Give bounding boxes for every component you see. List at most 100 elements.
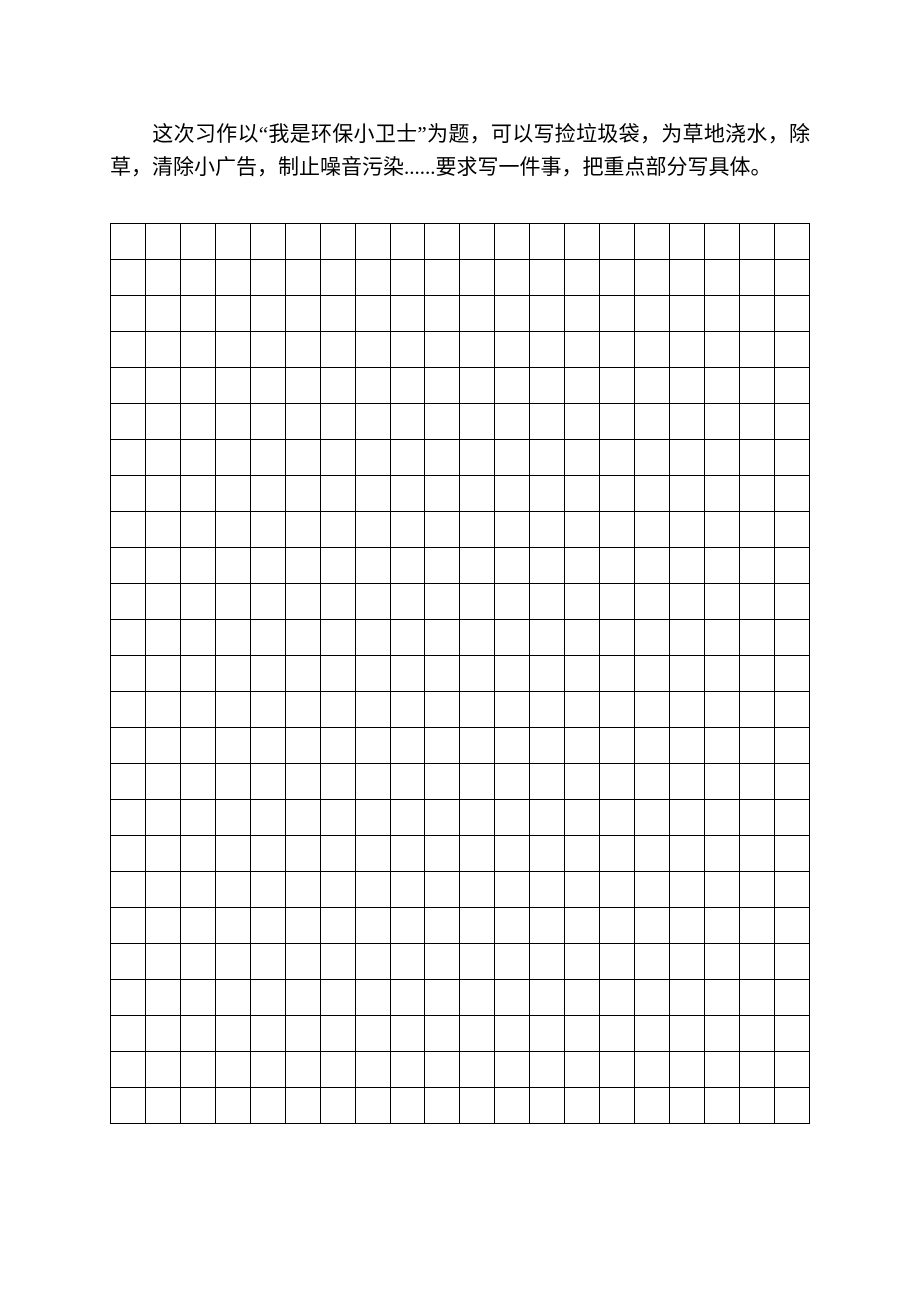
grid-cell [739,980,774,1016]
grid-cell [145,584,180,620]
grid-cell [670,872,705,908]
grid-cell [565,476,600,512]
grid-cell [145,1088,180,1124]
grid-cell [250,404,285,440]
grid-cell [215,512,250,548]
grid-row [111,440,810,476]
grid-cell [530,296,565,332]
grid-cell [111,548,146,584]
grid-cell [460,980,495,1016]
grid-cell [425,728,460,764]
grid-cell [320,224,355,260]
grid-cell [774,800,809,836]
grid-cell [215,584,250,620]
grid-cell [774,260,809,296]
grid-cell [250,440,285,476]
grid-row [111,332,810,368]
grid-cell [285,368,320,404]
grid-cell [111,836,146,872]
grid-cell [739,404,774,440]
prompt-text: 这次习作以“我是环保小卫士”为题，可以写捡垃圾袋，为草地浇水，除草，清除小广告，… [110,122,810,179]
grid-cell [635,764,670,800]
grid-cell [530,836,565,872]
grid-cell [774,548,809,584]
grid-cell [111,332,146,368]
grid-cell [495,800,530,836]
grid-cell [565,836,600,872]
grid-cell [355,1052,390,1088]
grid-cell [460,512,495,548]
grid-cell [215,1016,250,1052]
grid-cell [390,476,425,512]
grid-cell [774,584,809,620]
grid-cell [111,980,146,1016]
grid-cell [739,620,774,656]
grid-row [111,260,810,296]
grid-cell [250,548,285,584]
grid-cell [635,548,670,584]
grid-cell [774,692,809,728]
grid-cell [704,692,739,728]
grid-cell [390,728,425,764]
grid-cell [215,368,250,404]
grid-cell [670,224,705,260]
grid-cell [285,404,320,440]
grid-cell [425,944,460,980]
grid-cell [704,512,739,548]
grid-cell [670,800,705,836]
grid-row [111,296,810,332]
grid-cell [180,404,215,440]
grid-cell [285,584,320,620]
grid-cell [425,260,460,296]
grid-cell [425,656,460,692]
grid-cell [460,548,495,584]
grid-cell [460,764,495,800]
grid-cell [600,908,635,944]
grid-cell [495,332,530,368]
grid-cell [320,260,355,296]
grid-cell [739,548,774,584]
grid-cell [460,1052,495,1088]
grid-cell [390,836,425,872]
grid-cell [180,692,215,728]
grid-cell [670,584,705,620]
grid-cell [145,224,180,260]
grid-cell [774,404,809,440]
grid-cell [425,440,460,476]
grid-cell [145,548,180,584]
grid-cell [390,1016,425,1052]
grid-cell [355,584,390,620]
grid-cell [390,332,425,368]
grid-cell [704,728,739,764]
grid-row [111,836,810,872]
grid-cell [180,548,215,584]
grid-cell [111,368,146,404]
grid-cell [320,1088,355,1124]
grid-cell [111,476,146,512]
grid-cell [670,260,705,296]
grid-row [111,728,810,764]
grid-cell [774,224,809,260]
grid-cell [565,404,600,440]
grid-cell [670,332,705,368]
grid-cell [320,584,355,620]
grid-cell [180,296,215,332]
grid-cell [145,836,180,872]
grid-cell [774,296,809,332]
grid-cell [355,368,390,404]
grid-cell [111,1016,146,1052]
grid-cell [670,656,705,692]
grid-cell [530,440,565,476]
grid-row [111,800,810,836]
grid-cell [600,404,635,440]
grid-cell [111,512,146,548]
grid-cell [774,872,809,908]
grid-row [111,908,810,944]
grid-cell [425,980,460,1016]
grid-cell [495,908,530,944]
grid-row [111,872,810,908]
grid-cell [635,1088,670,1124]
grid-cell [355,944,390,980]
grid-cell [145,368,180,404]
grid-cell [600,332,635,368]
